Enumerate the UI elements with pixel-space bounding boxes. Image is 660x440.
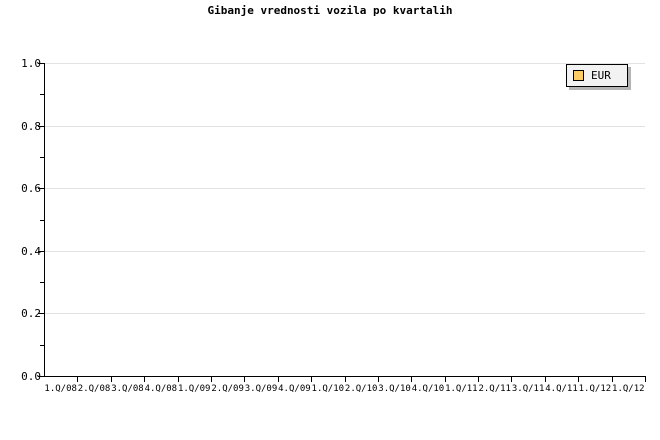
y-tick-minor [40, 282, 44, 284]
x-axis-label: 2.Q/09 [211, 384, 244, 394]
x-axis-label: 2.Q/08 [77, 384, 111, 394]
y-tick-minor [40, 156, 44, 158]
x-tick [244, 377, 245, 382]
x-axis-label: 2.Q/11 [478, 384, 511, 394]
x-tick [612, 377, 613, 382]
chart-title: Gibanje vrednosti vozila po kvartalih [207, 4, 453, 17]
y-axis-label: 0.6 [21, 182, 41, 196]
x-tick [178, 377, 179, 382]
x-axis-label: 1.Q/12 [612, 384, 645, 394]
y-axis-label: 0.2 [21, 307, 41, 321]
x-axis-label: 1.Q/11 [445, 384, 478, 394]
x-tick [211, 377, 212, 382]
plot-area [44, 63, 645, 377]
y-axis-label: 0.0 [21, 370, 41, 383]
x-tick [111, 377, 112, 382]
x-axis-label: 1.Q/12 [578, 384, 612, 394]
x-axis-label: 1.Q/10 [311, 384, 345, 394]
x-tick [545, 377, 546, 382]
x-axis-label: 4.Q/08 [144, 384, 178, 394]
y-tick-major [38, 63, 44, 64]
x-axis-label: 3.Q/11 [511, 384, 545, 394]
x-tick [578, 377, 579, 382]
x-axis-label: 4.Q/10 [411, 384, 445, 394]
y-tick-major [38, 376, 44, 377]
legend-swatch-eur [573, 70, 584, 81]
x-tick [378, 377, 379, 382]
x-axis-line [44, 376, 646, 377]
x-tick [478, 377, 479, 382]
x-axis-label: 1.Q/09 [177, 384, 211, 394]
gridline-y [44, 313, 645, 315]
gridline-y [44, 125, 645, 127]
x-tick [645, 377, 646, 382]
y-axis-label: 0.4 [21, 244, 41, 258]
y-tick-major [38, 188, 44, 190]
gridline-y [44, 63, 645, 64]
x-axis-label: 2.Q/10 [344, 384, 378, 394]
x-tick [445, 377, 446, 382]
y-tick-minor [40, 219, 44, 221]
y-tick-major [38, 125, 44, 127]
plot-background [44, 63, 645, 376]
x-tick [144, 377, 145, 382]
x-axis-label: 1.Q/08 [44, 384, 77, 394]
x-axis-label: 4.Q/09 [278, 384, 311, 394]
x-axis-label: 3.Q/08 [111, 384, 144, 394]
gridline-y [44, 250, 645, 252]
y-tick-major [38, 250, 44, 252]
x-tick [345, 377, 346, 382]
x-axis-label: 3.Q/10 [378, 384, 411, 394]
y-tick-major [38, 313, 44, 315]
x-tick [278, 377, 279, 382]
y-tick-minor [40, 344, 44, 346]
gridline-y [44, 188, 645, 190]
x-tick [511, 377, 512, 382]
x-axis-label: 4.Q/11 [545, 384, 578, 394]
y-tick-minor [40, 94, 44, 96]
x-tick [411, 377, 412, 382]
legend-label-eur: EUR [591, 69, 611, 82]
y-axis-label: 1.0 [21, 57, 41, 70]
y-axis-line [44, 63, 45, 377]
y-axis-label: 0.8 [21, 119, 41, 133]
x-tick [311, 377, 312, 382]
x-axis-label: 3.Q/09 [244, 384, 278, 394]
x-tick [77, 377, 78, 382]
legend-item-eur[interactable]: EUR [567, 65, 627, 86]
chart-legend[interactable]: EUR [566, 64, 628, 87]
